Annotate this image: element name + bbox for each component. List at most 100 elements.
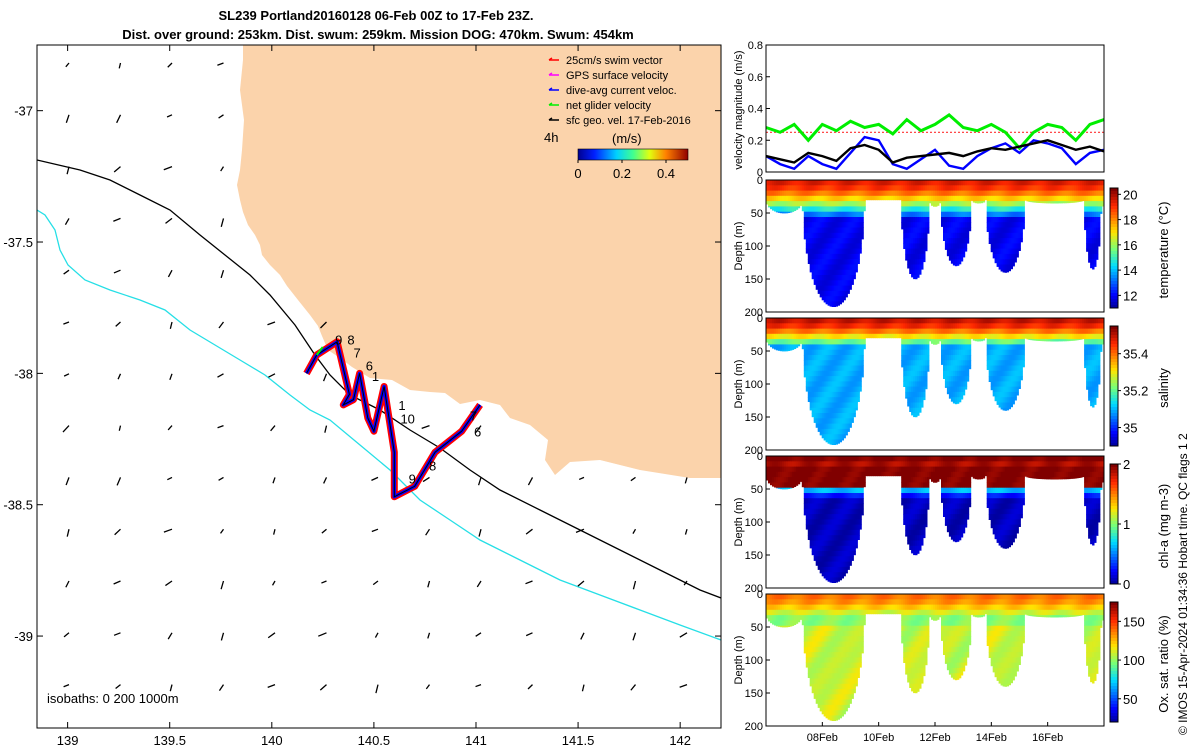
section-cell [903,201,906,207]
section-cell [779,201,783,207]
velocity-ytick-label: 0.6 [748,72,763,84]
section-cell [825,434,828,440]
section-cell [1048,201,1051,204]
section-cell [964,211,968,218]
section-cell [923,222,926,228]
section-cell [785,323,789,329]
section-cell [1006,333,1009,340]
section-cell [775,195,779,202]
section-colorbar-tick-label: 20 [1123,187,1137,202]
section-cell [960,360,964,366]
section-cell [1000,211,1003,218]
section-cell [827,253,830,260]
section-cell [859,519,862,526]
section-cell [774,180,777,186]
section-cell [809,355,813,361]
section-cell [970,328,974,335]
section-cell [966,349,970,356]
track-label: 8 [429,459,436,474]
section-cell [1096,243,1099,250]
section-cell [1016,211,1019,218]
section-cell [1020,201,1023,207]
section-cell [811,328,815,335]
section-cell [837,222,840,228]
section-cell [1002,355,1005,361]
section-cell [966,232,970,239]
section-cell [1012,222,1015,228]
section-cell [911,397,914,403]
section-cell [833,195,836,202]
section-cell [1010,402,1013,408]
section-cell [909,402,912,409]
section-cell [1016,222,1019,228]
legend-arrowhead [548,117,553,121]
section-cell [925,243,928,250]
section-cell [1012,253,1015,260]
section-cell [779,339,783,345]
section-cell [821,434,825,439]
section-cell [783,185,787,191]
section-cell [889,195,892,201]
section-cell [772,185,775,191]
section-cell [785,180,789,186]
quiver-arrow [66,529,70,537]
section-cell [835,413,838,419]
section-cell [1046,328,1049,335]
glider-path-line [306,340,481,498]
section-cell [768,323,771,329]
section-cell [837,318,840,324]
section-cell [1018,180,1021,186]
section-cell [817,211,821,218]
section-cell [835,339,838,345]
section-cell [950,355,954,361]
section-cell [889,328,892,335]
section-cell [835,206,838,213]
section-cell [768,201,771,207]
section-cell [809,227,813,234]
section-cell [817,253,821,260]
section-cell [849,370,852,377]
section-cell [1014,248,1017,255]
section-cell [847,407,850,414]
section-cell [851,185,854,191]
section-cell [990,211,994,218]
section-cell [815,333,819,340]
section-cell [813,381,817,388]
section-cell [939,339,942,342]
section-cell [944,248,948,250]
section-cell [996,238,999,244]
section-cell [891,185,894,191]
section-cell [766,185,769,191]
section-cell [829,370,832,377]
section-cell [835,238,838,244]
section-cell [1090,381,1093,388]
section-cell [835,428,838,435]
section-cell [1086,248,1089,252]
section-cell [952,360,956,366]
section-cell [907,185,910,191]
section-cell [946,232,950,239]
section-cell [797,339,801,345]
section-cell [1044,190,1047,197]
section-cell [821,185,825,191]
section-cell [793,328,797,335]
quiver-arrow [630,476,636,482]
section-cell [1090,201,1093,207]
section-cell [855,323,858,329]
section-cell [950,339,954,345]
section-cell [841,222,844,228]
section-cell [917,238,920,244]
section-cell [909,195,912,202]
section-cell [831,290,834,297]
section-cell [917,185,920,191]
section-cell [829,402,832,409]
section-cell [823,232,827,239]
section-cell [925,217,928,223]
section-cell [774,328,777,335]
section-cell [825,333,828,340]
section-cell [835,259,838,265]
section-cell [944,211,948,218]
section-cell [895,180,898,186]
section-cell [960,238,964,244]
section-cell [783,318,787,324]
